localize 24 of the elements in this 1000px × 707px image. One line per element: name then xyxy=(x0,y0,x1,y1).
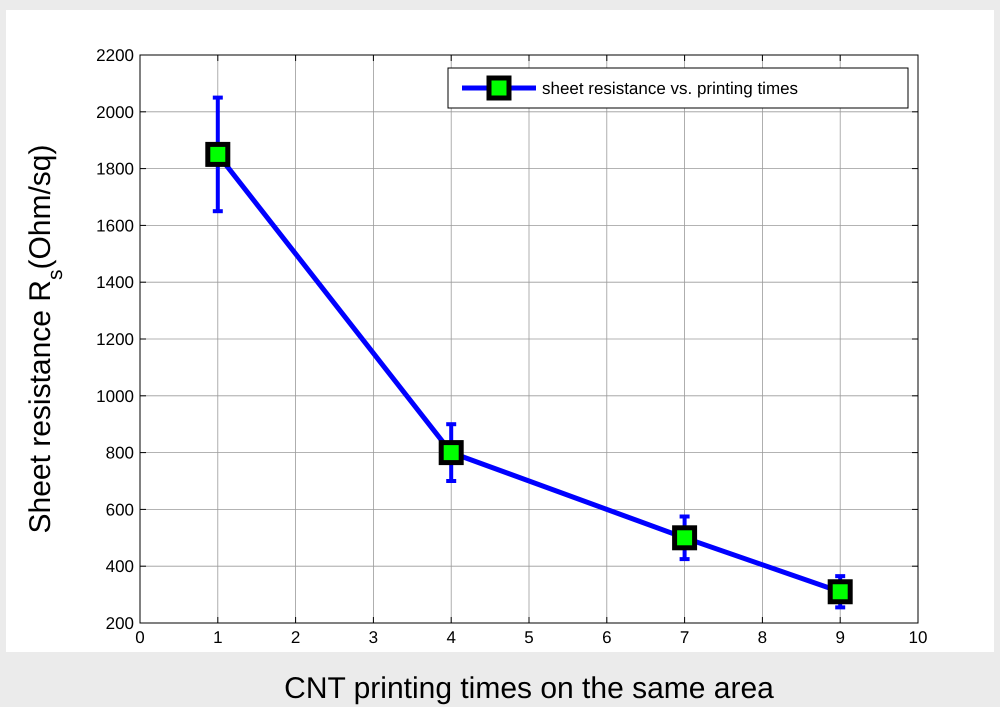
y-tick-label: 400 xyxy=(106,557,134,576)
x-tick-label: 6 xyxy=(602,628,612,647)
x-tick-label: 9 xyxy=(835,628,845,647)
y-tick-label: 2000 xyxy=(96,102,134,122)
x-tick-label: 1 xyxy=(213,628,223,647)
x-tick-label: 8 xyxy=(758,628,768,647)
y-tick-label: 600 xyxy=(106,500,134,520)
x-axis-title: CNT printing times on the same area xyxy=(284,672,774,705)
y-tick-label: 1000 xyxy=(96,386,134,406)
x-tick-label: 4 xyxy=(446,628,456,647)
y-tick-label: 2200 xyxy=(96,46,134,65)
y-tick-label: 200 xyxy=(106,614,134,633)
y-tick-label: 800 xyxy=(106,444,134,463)
legend-label: sheet resistance vs. printing times xyxy=(542,79,798,98)
x-tick-label: 0 xyxy=(135,628,145,647)
x-tick-label: 2 xyxy=(290,628,300,647)
y-tick-label: 1800 xyxy=(96,160,134,179)
x-tick-label: 10 xyxy=(908,628,928,647)
x-tick-label: 5 xyxy=(524,628,534,647)
x-tick-label: 3 xyxy=(368,628,378,647)
y-tick-label: 1200 xyxy=(96,330,134,349)
y-tick-label: 1400 xyxy=(96,273,134,292)
x-tick-label: 7 xyxy=(680,628,690,647)
y-tick-label: 1600 xyxy=(96,216,134,236)
